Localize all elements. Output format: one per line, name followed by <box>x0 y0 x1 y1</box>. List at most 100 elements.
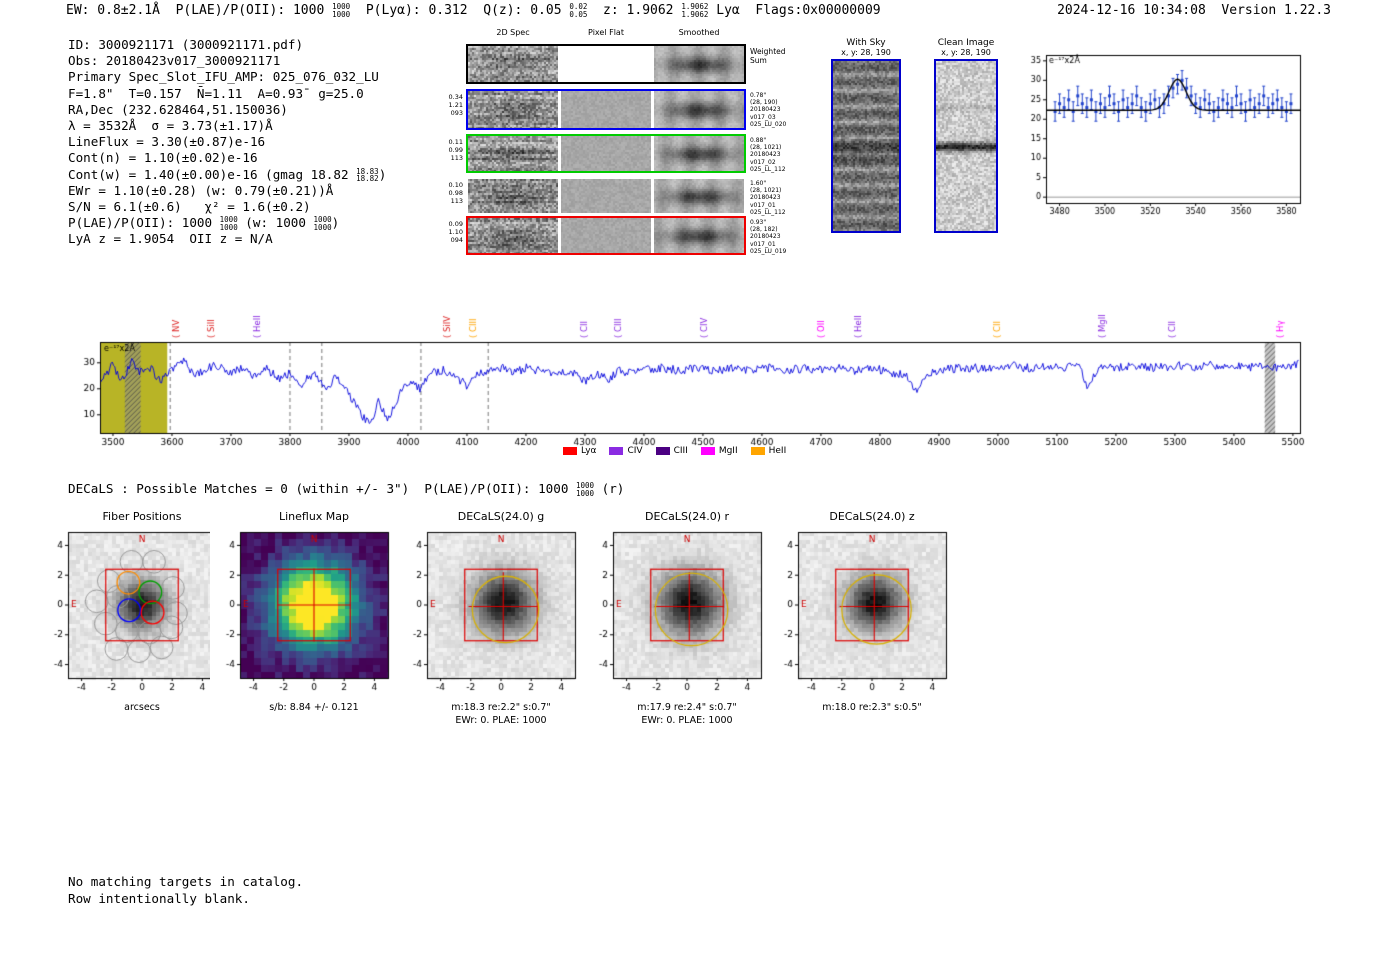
panel-caption: s/b: 8.84 +/- 0.121 <box>269 702 359 713</box>
info-text: EWr = 1.10(±0.28) (w: 0.79(±0.21))Å <box>68 182 334 198</box>
spec2d-image <box>468 218 558 253</box>
info-line: Obs: 20180423v017_3000921171 <box>68 53 386 69</box>
spec2d-image <box>468 136 558 171</box>
info-text: LineFlux = 3.30(±0.87)e-16 <box>68 134 266 150</box>
panel-title: DECaLS(24.0) r <box>644 510 730 523</box>
footer-notes: No matching targets in catalog. Row inte… <box>68 874 303 907</box>
cutout-annotation: v017_02 <box>750 158 776 166</box>
panel-title: DECaLS(24.0) g <box>457 510 545 523</box>
info-line: EWr = 1.10(±0.28) (w: 0.79(±0.21))Å <box>68 183 386 199</box>
info-text: S/N = 6.1(±0.6) χ² = 1.6(±0.2) <box>68 199 311 215</box>
legend-swatch <box>609 447 624 455</box>
legend-label: HeII <box>768 446 787 456</box>
spectrum-legend: Lyα CIV CIII MgII HeII <box>563 446 786 456</box>
cutout-row <box>466 44 746 84</box>
cutout-row <box>466 216 746 255</box>
spec2d-image <box>468 91 558 128</box>
legend-swatch <box>750 447 765 455</box>
with-sky-panel: With Sky x, y: 28, 190 <box>828 38 904 237</box>
decals-text: DECaLS : Possible Matches = 0 (within +/… <box>68 481 576 496</box>
fraction-top: 1000 <box>219 215 238 225</box>
legend-item: CIII <box>655 446 688 456</box>
cutout-row-left-labels: 0.34 1.21 093 <box>439 93 463 117</box>
panel-title: Lineflux Map <box>278 510 350 523</box>
legend-item: Lyα <box>563 446 596 456</box>
fiber-weight-label: 0.10 <box>448 181 463 189</box>
smoothed-image <box>654 136 744 171</box>
fiber-weight-label: 0.99 <box>448 146 463 154</box>
cutout-row-left-labels: 0.09 1.10 094 <box>439 220 463 244</box>
panel-fiber: Fiber Positions arcsecs <box>38 510 228 740</box>
info-text: ) <box>378 166 387 182</box>
cutout-row-right-labels: 0.88" (28, 1021) 20180423 v017_02 025_LL_112 <box>750 137 820 173</box>
with-sky-image <box>831 59 901 233</box>
header-text: P(LAE)/P(OII): 1000 <box>175 3 333 19</box>
cutout-row-right-labels: 0.78" (28, 190) 20180423 v017_03 025_LU_020 <box>750 92 820 128</box>
cutout-annotation: (28, 190) <box>750 99 778 107</box>
pixel-flat-blank <box>561 46 651 82</box>
cutout-annotation: 025_LU_020 <box>750 120 787 128</box>
panel-lineflux: Lineflux Map s/b: 8.84 +/- 0.121 <box>210 510 400 740</box>
cutout-annotation: Sum <box>750 56 767 65</box>
cutout-annotation: 0.78" <box>750 92 767 99</box>
legend-label: MgII <box>718 446 738 456</box>
info-text: Cont(w) = 1.40(±0.00)e-16 (gmag 18.82 <box>68 166 357 182</box>
fiber-weight-label: 093 <box>450 109 463 117</box>
cutout-row <box>466 89 746 130</box>
cutout-annotation: 20180423 <box>750 233 781 241</box>
header-fraction: 1.9062 1.9062 <box>681 3 708 18</box>
fraction-bottom: 0.05 <box>569 9 588 19</box>
cutout-row-left-labels: 0.10 0.98 113 <box>439 181 463 205</box>
legend-label: CIV <box>627 446 643 456</box>
info-text: (w: 1000 <box>237 215 314 231</box>
pixel-flat-image <box>561 218 651 253</box>
fiber-plot <box>38 528 228 704</box>
z-plot <box>768 528 958 704</box>
info-text: LyA z = 1.9054 OII z = N/A <box>68 231 273 247</box>
g-plot <box>397 528 587 704</box>
info-text: ) <box>331 215 340 231</box>
fraction-bottom: 18.82 <box>356 174 379 184</box>
r-plot <box>583 528 773 704</box>
fraction-top: 1000 <box>332 2 351 11</box>
legend-swatch <box>563 447 577 455</box>
info-line: ID: 3000921171 (3000921171.pdf) <box>68 37 386 53</box>
header-text: Lyα Flags:0x00000009 <box>708 3 881 19</box>
fiber-weight-label: 1.10 <box>448 228 463 236</box>
header-text: Q(z): 0.05 <box>483 3 570 19</box>
info-line: F=1.8" T=0.157 N̄=1.11 A=0.93̄ g=25.0 <box>68 86 386 102</box>
cutout-row <box>466 177 746 215</box>
spec2d-image <box>468 179 558 213</box>
info-line: LyA z = 1.9054 OII z = N/A <box>68 231 386 247</box>
fiber-weight-label: 113 <box>450 197 463 205</box>
cutout-row-right-labels: 1.60" (28, 1021) 20180423 v017_01 025_LL_112 <box>750 180 820 216</box>
legend-item: MgII <box>700 446 738 456</box>
header-text: EW: 0.8±2.1Å <box>66 3 176 19</box>
info-line: LineFlux = 3.30(±0.87)e-16 <box>68 134 386 150</box>
clean-image <box>934 59 998 233</box>
cutout-annotation: v017_01 <box>750 240 776 248</box>
info-text: Obs: 20180423v017_3000921171 <box>68 53 281 69</box>
fraction-bottom: 1.9062 <box>681 9 709 19</box>
cutout-col-title: Smoothed <box>678 28 720 37</box>
info-fraction: 1000 1000 <box>220 216 238 231</box>
cutout-row <box>466 134 746 173</box>
panel-z: DECaLS(24.0) z m:18.0 re:2.3" s:0.5" <box>768 510 958 740</box>
spec2d-image <box>468 46 558 82</box>
panel-caption: m:17.9 re:2.4" s:0.7" <box>637 702 737 713</box>
cutout-row-right-labels: 0.93" (28, 182) 20180423 v017_01 025_LU_019 <box>750 219 820 255</box>
cutout-annotation: (28, 182) <box>750 226 778 234</box>
info-line: Cont(w) = 1.40(±0.00)e-16 (gmag 18.82 18… <box>68 167 386 183</box>
cutout-annotation: 0.93" <box>750 219 767 226</box>
pixel-flat-image <box>561 136 651 171</box>
fiber-weight-label: 113 <box>450 154 463 162</box>
info-line: λ = 3532Å σ = 3.73(±1.17)Å <box>68 118 386 134</box>
legend-label: Lyα <box>581 446 597 456</box>
header-datetime-version: 2024-12-16 10:34:08 Version 1.22.3 <box>1057 3 1331 18</box>
header-text: z: 1.9062 <box>587 3 682 19</box>
cutout-annotation: (28, 1021) <box>750 144 782 152</box>
cutout-row-right-labels: Weighted Sum <box>750 47 820 65</box>
with-sky-xy-label: x, y: 28, 190 <box>841 48 891 57</box>
with-sky-title: With Sky <box>846 38 886 48</box>
legend-item: HeII <box>750 446 787 456</box>
